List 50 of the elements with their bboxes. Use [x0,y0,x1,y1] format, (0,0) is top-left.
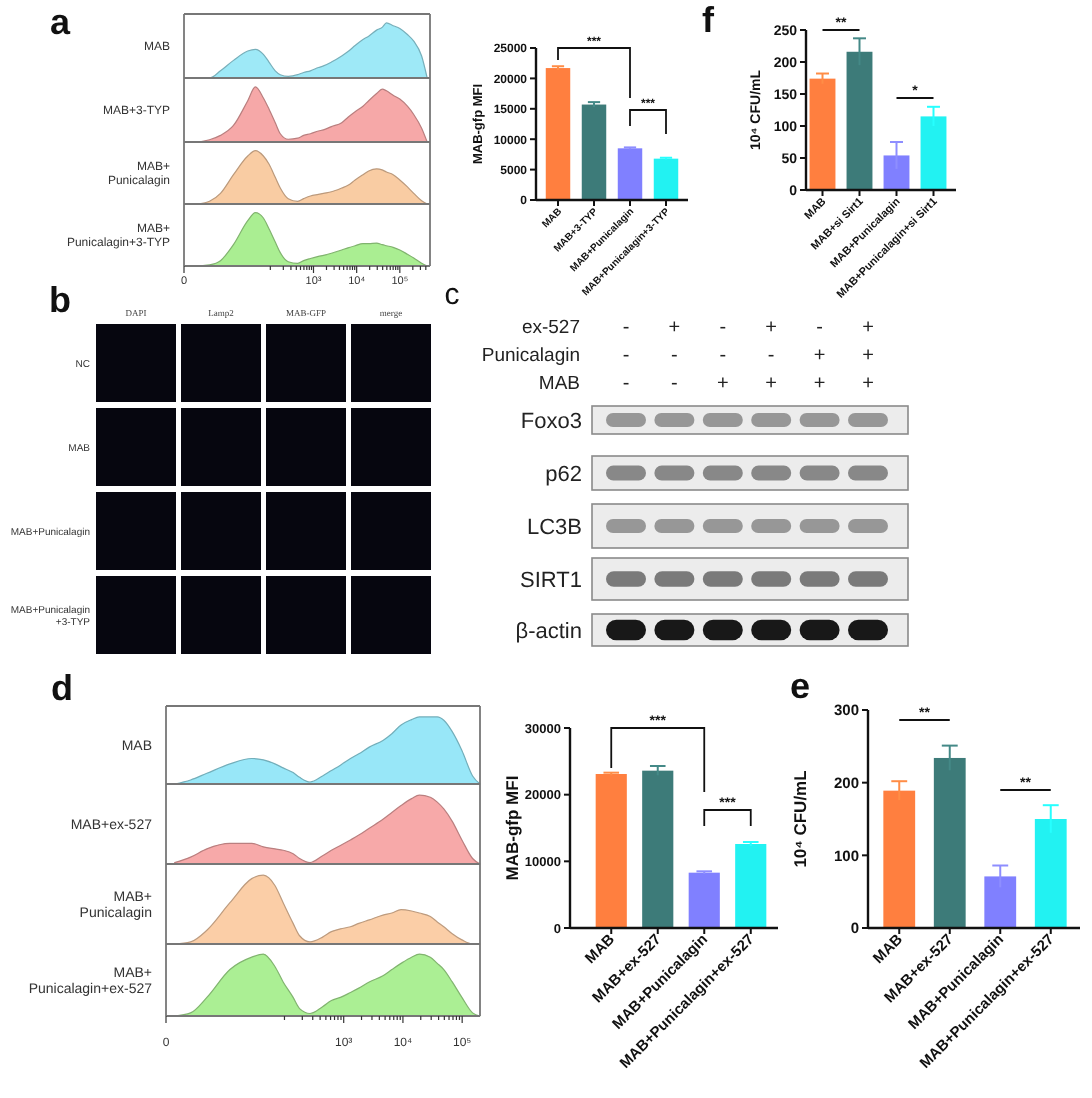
chart-title: f [702,0,716,40]
category-label: ex-527 [521,316,580,339]
bar [1034,819,1067,928]
bar [581,104,607,200]
text: SIRT1 [520,568,582,593]
text: + [668,317,681,339]
bar [688,872,720,928]
y-axis-title: MAB-gfp MFI [502,775,522,881]
text: - [671,373,678,395]
category-label: Punicalagin [481,344,580,367]
bar [883,155,910,190]
text: - [622,317,630,339]
text: p62 [545,462,582,487]
bar [920,116,947,190]
text: c [444,278,461,312]
bar [653,158,679,200]
text: LC3B [526,515,582,540]
text: + [765,373,778,395]
text: + [716,373,729,395]
bar [617,148,643,200]
chart-title: e [789,666,811,706]
bar [735,844,767,928]
bar [933,757,966,928]
bar [595,774,627,928]
y-axis-title: 10⁴ CFU/mL [790,770,810,868]
text: + [862,345,874,367]
text: β-actin [515,619,582,644]
chart-title: d [51,668,73,708]
bar [846,51,873,190]
text: + [862,373,874,395]
text: - [767,345,775,367]
bar [809,78,836,190]
text: + [813,345,826,367]
text: + [813,373,826,395]
text: + [765,317,778,339]
bar [545,68,571,200]
text: - [719,345,727,367]
text: b [49,280,71,320]
bar [883,790,916,928]
chart-title: a [49,2,72,42]
text: - [816,317,823,339]
category-label: MAB [538,372,580,395]
text: - [622,373,630,395]
bar [984,876,1017,928]
text: - [622,345,630,367]
text: + [862,317,874,339]
bar [642,770,674,928]
text: Foxo3 [520,409,582,434]
text: - [719,317,727,339]
text: - [671,345,678,367]
